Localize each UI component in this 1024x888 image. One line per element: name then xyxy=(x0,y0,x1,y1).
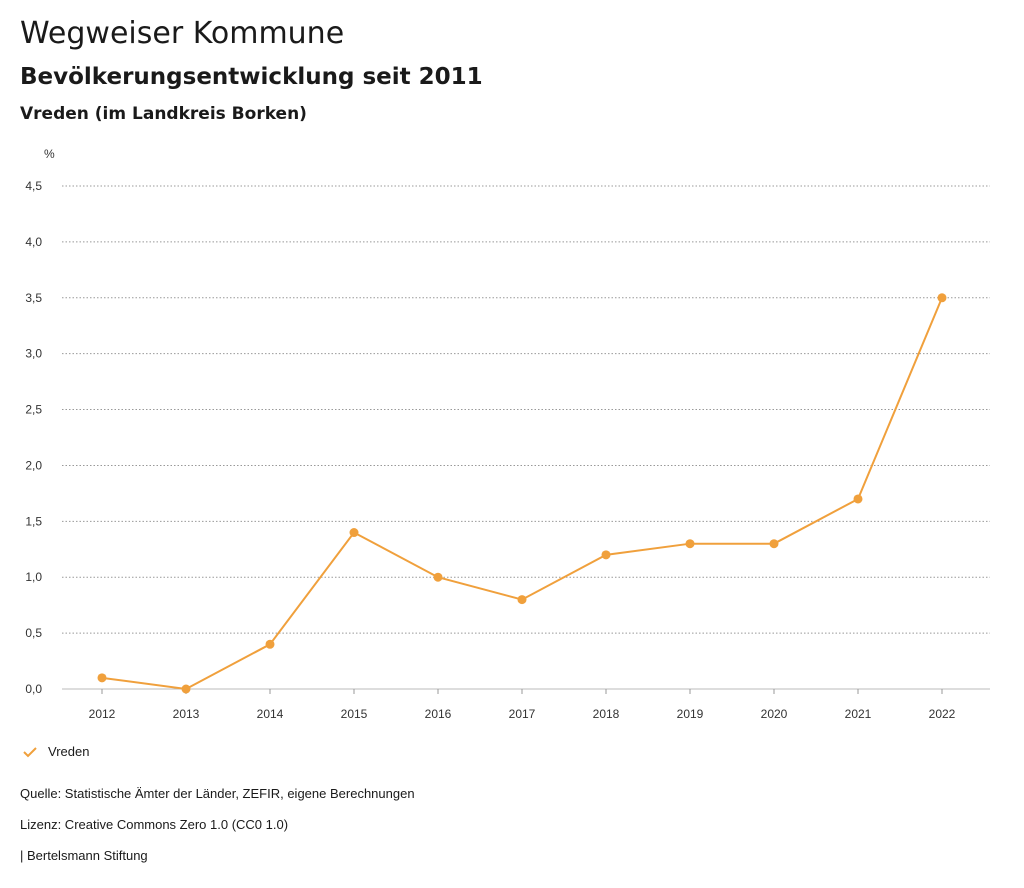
y-axis-unit-label: % xyxy=(44,147,55,161)
data-point[interactable] xyxy=(349,528,359,538)
region-label: Vreden (im Landkreis Borken) xyxy=(20,104,307,124)
y-tick-label: 3,5 xyxy=(25,291,42,305)
y-tick-label: 2,0 xyxy=(25,458,42,472)
y-tick-label: 4,5 xyxy=(25,179,42,193)
legend[interactable]: Vreden xyxy=(22,744,89,759)
y-tick-label: 1,0 xyxy=(25,570,42,584)
publisher-note: | Bertelsmann Stiftung xyxy=(20,848,148,863)
x-tick-label: 2022 xyxy=(929,707,956,721)
x-tick-label: 2021 xyxy=(845,707,872,721)
x-tick-label: 2020 xyxy=(761,707,788,721)
x-tick-label: 2018 xyxy=(593,707,620,721)
x-tick-label: 2013 xyxy=(173,707,200,721)
data-point[interactable] xyxy=(181,684,191,694)
legend-label-vreden: Vreden xyxy=(48,744,90,759)
data-point[interactable] xyxy=(265,639,275,649)
data-point[interactable] xyxy=(433,572,443,582)
y-axis-ticks: 0,0 0,5 1,0 1,5 2,0 2,5 3,0 3,5 4,0 4,5 xyxy=(25,179,42,696)
data-point[interactable] xyxy=(937,293,947,303)
data-point[interactable] xyxy=(601,550,611,560)
y-tick-label: 0,5 xyxy=(25,626,42,640)
check-icon xyxy=(23,746,37,757)
x-tick-label: 2017 xyxy=(509,707,536,721)
y-tick-label: 3,0 xyxy=(25,347,42,361)
y-tick-label: 0,0 xyxy=(25,682,42,696)
x-axis-ticks: 2012 2013 2014 2015 2016 2017 2018 2019 2020 2021… xyxy=(89,689,956,721)
x-tick-label: 2019 xyxy=(677,707,704,721)
grid-lines xyxy=(62,185,990,690)
x-tick-label: 2014 xyxy=(257,707,284,721)
chart-subtitle: Bevölkerungsentwicklung seit 2011 xyxy=(20,64,483,90)
line-chart: % 0,00,51,01,52,02,53,03,54,04,5 2012 201… xyxy=(25,147,990,721)
page-title: Wegweiser Kommune xyxy=(20,16,345,51)
license-note: Lizenz: Creative Commons Zero 1.0 (CC0 1… xyxy=(20,817,289,832)
x-tick-label: 2015 xyxy=(341,707,368,721)
y-tick-label: 2,5 xyxy=(25,403,42,417)
data-point[interactable] xyxy=(769,539,779,549)
data-point[interactable] xyxy=(97,673,107,683)
series-vreden xyxy=(97,293,947,694)
data-point[interactable] xyxy=(853,494,863,504)
data-point[interactable] xyxy=(685,539,695,549)
y-tick-label: 1,5 xyxy=(25,514,42,528)
source-note: Quelle: Statistische Ämter der Länder, Z… xyxy=(20,786,415,801)
y-tick-label: 4,0 xyxy=(25,235,42,249)
series-line xyxy=(101,297,943,691)
data-point[interactable] xyxy=(517,595,527,605)
x-tick-label: 2012 xyxy=(89,707,116,721)
x-tick-label: 2016 xyxy=(425,707,452,721)
